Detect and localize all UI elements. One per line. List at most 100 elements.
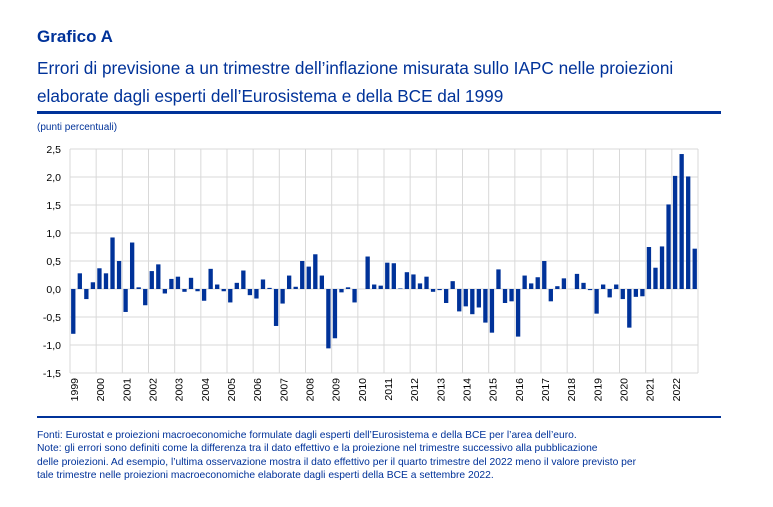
x-tick-label: 2003 bbox=[174, 378, 186, 402]
bar bbox=[515, 289, 521, 337]
y-tick-label: 0,5 bbox=[46, 256, 61, 268]
bar bbox=[443, 289, 449, 303]
bar bbox=[273, 289, 279, 326]
bar bbox=[169, 278, 174, 289]
bar bbox=[84, 289, 89, 300]
bar bbox=[385, 262, 390, 289]
x-tick-label: 2021 bbox=[645, 378, 657, 402]
bar bbox=[614, 284, 619, 289]
x-axis-ticks: 1999 2000 2001 2002 2003 2004 2005 2006 2007 2008… bbox=[69, 378, 683, 402]
note-line-3: tale trimestre nelle proiezioni macroeco… bbox=[37, 469, 494, 481]
bar bbox=[535, 277, 540, 289]
bar bbox=[404, 272, 410, 289]
bar bbox=[496, 269, 501, 289]
bar bbox=[352, 289, 357, 303]
bar bbox=[319, 275, 325, 289]
bar bbox=[548, 289, 553, 302]
x-tick-label: 2016 bbox=[514, 378, 526, 402]
x-tick-label: 2015 bbox=[488, 378, 500, 402]
x-tick-label: 2019 bbox=[592, 378, 604, 402]
x-tick-label: 2004 bbox=[200, 378, 212, 402]
bar bbox=[646, 247, 652, 289]
bar bbox=[188, 277, 194, 289]
bar bbox=[162, 289, 168, 294]
bar bbox=[620, 289, 625, 300]
x-tick-label: 2009 bbox=[331, 378, 343, 402]
y-tick-label: 1,0 bbox=[46, 228, 61, 240]
bar bbox=[339, 289, 344, 293]
bar bbox=[542, 261, 547, 289]
bar bbox=[529, 283, 534, 289]
y-tick-label: -0,5 bbox=[43, 312, 61, 324]
y-tick-label: -1,5 bbox=[43, 368, 61, 380]
bar bbox=[215, 284, 220, 289]
chart-title: Errori di previsione a un trimestre dell… bbox=[37, 54, 737, 110]
bar bbox=[476, 289, 482, 308]
bar bbox=[90, 282, 96, 289]
bar bbox=[581, 282, 586, 289]
bar bbox=[679, 154, 684, 289]
x-tick-label: 2013 bbox=[435, 378, 447, 402]
bar bbox=[372, 284, 377, 289]
bar bbox=[672, 175, 678, 289]
y-tick-label: -1,0 bbox=[43, 340, 61, 352]
bar bbox=[293, 286, 298, 289]
bar bbox=[424, 276, 429, 289]
bar bbox=[483, 289, 488, 323]
bar bbox=[313, 254, 318, 289]
bar bbox=[143, 289, 148, 306]
x-tick-label: 2001 bbox=[121, 378, 133, 402]
bar bbox=[221, 289, 226, 292]
bar bbox=[241, 270, 246, 289]
bar bbox=[430, 289, 436, 292]
bar bbox=[640, 289, 645, 297]
y-axis-unit-label: (punti percentuali) bbox=[37, 122, 118, 133]
x-tick-label: 1999 bbox=[69, 378, 81, 402]
x-tick-label: 2010 bbox=[357, 378, 369, 402]
bar bbox=[633, 289, 639, 297]
footer-divider bbox=[37, 416, 721, 418]
x-tick-label: 2007 bbox=[278, 378, 290, 402]
bar bbox=[254, 289, 259, 299]
bar bbox=[574, 273, 580, 289]
bar bbox=[77, 273, 82, 289]
bar bbox=[326, 289, 331, 349]
y-tick-label: 0,0 bbox=[46, 284, 61, 296]
y-tick-label: 2,5 bbox=[46, 144, 61, 156]
chart-title-line-1: Errori di previsione a un trimestre dell… bbox=[37, 58, 674, 78]
bar bbox=[286, 275, 292, 289]
bar bbox=[555, 286, 560, 289]
bar bbox=[123, 289, 128, 312]
bar bbox=[692, 248, 697, 289]
bar bbox=[509, 289, 514, 302]
grid-lines bbox=[69, 148, 699, 374]
bar bbox=[686, 176, 691, 289]
chart-title-line-2: elaborate dagli esperti dell’Eurosistema… bbox=[37, 86, 504, 106]
note-line-2: delle proiezioni. Ad esempio, l’ultima o… bbox=[37, 456, 637, 468]
bar bbox=[417, 283, 423, 289]
bar bbox=[457, 289, 462, 312]
bar bbox=[365, 256, 370, 289]
bar bbox=[659, 246, 665, 289]
bar bbox=[600, 284, 606, 289]
bar bbox=[522, 275, 527, 289]
bar bbox=[182, 289, 187, 292]
note-line-1: Note: gli errori sono definiti come la d… bbox=[37, 443, 598, 455]
footnotes: Fonti: Eurostat e proiezioni macroeconom… bbox=[37, 429, 737, 482]
bar bbox=[175, 276, 181, 289]
bar bbox=[587, 289, 593, 291]
x-tick-label: 2000 bbox=[95, 378, 107, 402]
bar bbox=[300, 261, 305, 289]
bar bbox=[489, 289, 495, 333]
sources-note: Fonti: Eurostat e proiezioni macroeconom… bbox=[37, 430, 577, 441]
chart-label: Grafico A bbox=[37, 27, 113, 46]
bar bbox=[378, 285, 383, 289]
y-tick-label: 2,0 bbox=[46, 172, 61, 184]
bar bbox=[97, 268, 102, 289]
bar bbox=[450, 281, 455, 289]
bar bbox=[103, 273, 109, 289]
bar bbox=[280, 289, 285, 304]
x-tick-label: 2022 bbox=[671, 378, 683, 402]
y-axis-ticks: 2,5 2,0 1,5 1,0 0,5 0,0 -0,5 -1,0 -1,5 bbox=[43, 144, 61, 380]
